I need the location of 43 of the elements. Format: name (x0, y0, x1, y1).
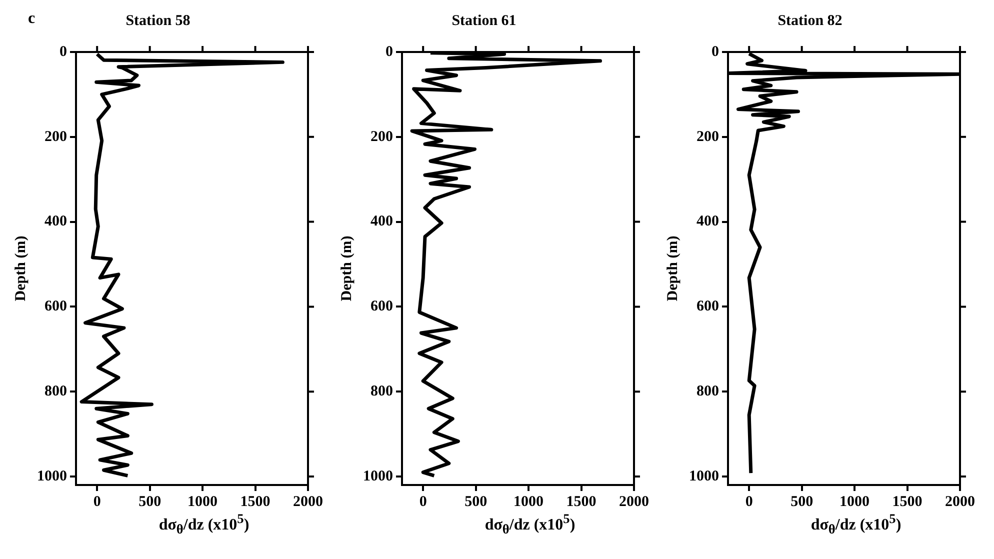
y-tick-label: 800 (370, 383, 393, 400)
x-tick-label: 0 (745, 494, 753, 510)
x-tick-label: 1000 (840, 494, 870, 510)
y-tick-label: 0 (60, 44, 67, 60)
y-tick-label: 800 (696, 383, 719, 400)
x-axis-title: dσ$_{θ}$/dz (x10$^{5}$) (810, 510, 902, 539)
y-tick-label: 200 (696, 128, 719, 145)
x-axis-title: dσ$_{θ}$/dz (x10$^{5}$) (484, 510, 576, 539)
x-tick-label: 500 (790, 494, 814, 510)
y-tick-label: 600 (44, 298, 67, 315)
text: c (28, 10, 36, 28)
y-tick-label: 1000 (37, 468, 67, 484)
x-tick-label: 1500 (892, 494, 922, 510)
y-tick-label: 400 (696, 214, 719, 230)
y-tick-label: 400 (44, 214, 67, 230)
x-tick-label: 2000 (293, 494, 323, 510)
x-tick-label: 500 (464, 494, 488, 510)
y-tick-label: 1000 (363, 468, 393, 484)
x-axis-title: dσ$_{θ}$/dz (x10$^{5}$) (158, 510, 250, 539)
y-tick-label: 800 (44, 383, 67, 400)
chart-title: Station 61 (452, 12, 516, 29)
chart-title: Station 58 (126, 12, 190, 29)
y-axis-title: Depth (m) (12, 236, 29, 302)
x-tick-label: 1000 (188, 494, 218, 510)
x-tick-label: 1000 (514, 494, 544, 510)
chart-title: Station 82 (778, 12, 842, 29)
y-tick-label: 600 (370, 298, 393, 315)
x-tick-label: 2000 (945, 494, 975, 510)
x-tick-label: 0 (93, 494, 101, 510)
y-tick-label: 0 (712, 44, 719, 60)
x-tick-label: 1500 (240, 494, 270, 510)
x-tick-label: 1500 (566, 494, 596, 510)
y-axis-title: Depth (m) (664, 236, 681, 302)
y-tick-label: 200 (44, 128, 67, 145)
y-axis-title: Depth (m) (338, 236, 355, 302)
y-tick-label: 200 (370, 128, 393, 145)
y-tick-label: 600 (696, 298, 719, 315)
y-tick-label: 400 (370, 214, 393, 230)
x-tick-label: 500 (138, 494, 162, 510)
y-tick-label: 0 (386, 44, 393, 60)
x-tick-label: 2000 (619, 494, 649, 510)
y-tick-label: 1000 (689, 468, 719, 484)
x-tick-label: 0 (419, 494, 427, 510)
